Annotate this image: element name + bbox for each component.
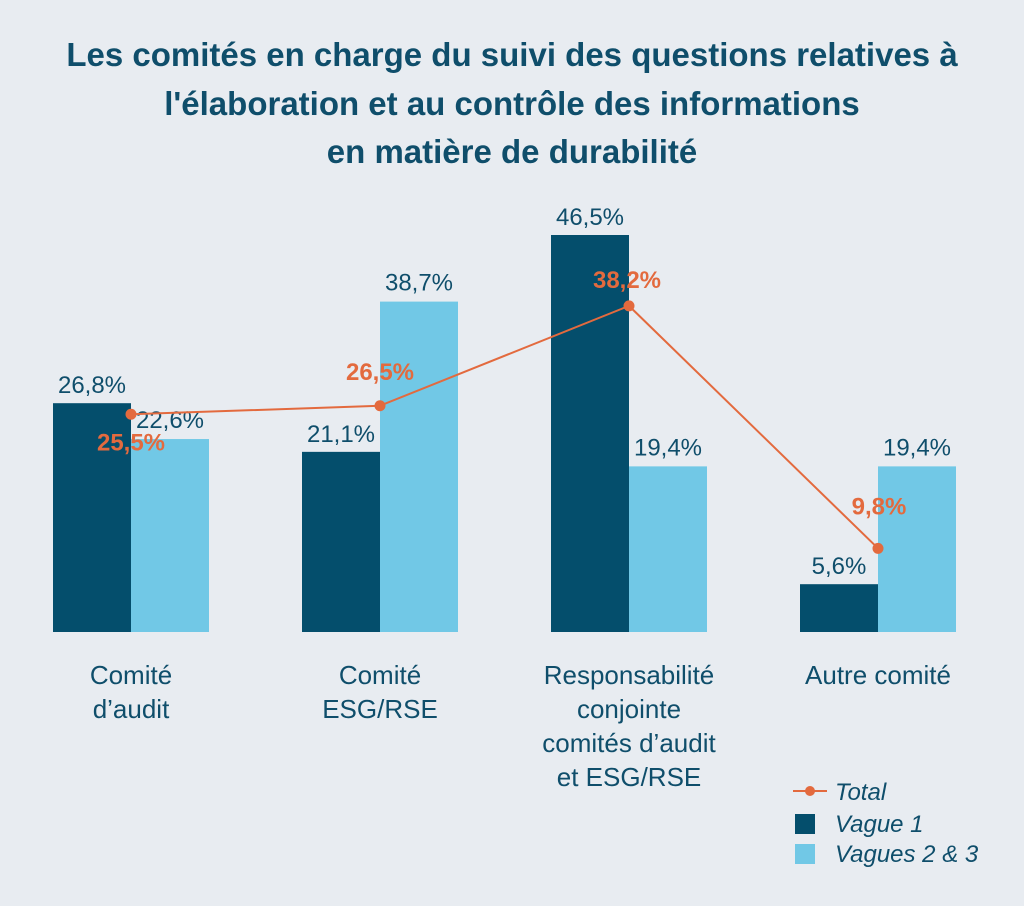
bar-vague1	[302, 451, 380, 632]
bar-vagues23	[131, 439, 209, 632]
legend-total-marker	[805, 786, 815, 796]
bar-vague1	[551, 235, 629, 632]
bar-vagues23	[878, 466, 956, 632]
bar-vague1	[53, 403, 131, 632]
bar-vagues23	[629, 466, 707, 632]
category-label: Comité	[90, 660, 172, 690]
category-label: Comité	[339, 660, 421, 690]
data-label-vague1: 5,6%	[812, 553, 867, 580]
total-point	[125, 408, 137, 420]
legend-label-vague1: Vague 1	[835, 811, 924, 838]
data-label-vague1: 21,1%	[307, 421, 375, 448]
total-point	[374, 400, 386, 412]
data-label-total: 38,2%	[593, 267, 661, 294]
chart-title-line-2: l'élaboration et au contrôle des informa…	[164, 85, 860, 122]
total-line	[130, 304, 879, 550]
data-label-vagues23: 19,4%	[883, 434, 951, 461]
data-label-vague1: 46,5%	[556, 204, 624, 231]
total-point	[872, 542, 884, 554]
category-label: Responsabilité	[544, 660, 715, 690]
category-label: d’audit	[93, 694, 170, 724]
legend-label-total: Total	[835, 779, 887, 806]
legend-vague1-swatch	[795, 814, 815, 834]
bar-vagues23	[380, 301, 458, 632]
category-label: comités d’audit	[542, 728, 716, 758]
data-label-total: 9,8%	[852, 493, 907, 520]
data-label-total: 26,5%	[346, 359, 414, 386]
bar-vague1	[800, 584, 878, 632]
chart-title-line-1: Les comités en charge du suivi des quest…	[66, 36, 958, 73]
category-label: et ESG/RSE	[557, 762, 702, 792]
category-label: conjointe	[577, 694, 681, 724]
category-label: ESG/RSE	[322, 694, 438, 724]
chart-title-line-3: en matière de durabilité	[326, 133, 698, 170]
data-label-vagues23: 38,7%	[385, 270, 453, 297]
data-label-vagues23: 19,4%	[634, 434, 702, 461]
data-label-vague1: 26,8%	[58, 372, 126, 399]
legend-vagues23-swatch	[795, 844, 815, 864]
legend-label-vagues23: Vagues 2 & 3	[835, 841, 979, 868]
total-point	[623, 300, 635, 312]
data-label-total: 25,5%	[97, 429, 165, 456]
category-label: Autre comité	[805, 660, 951, 690]
